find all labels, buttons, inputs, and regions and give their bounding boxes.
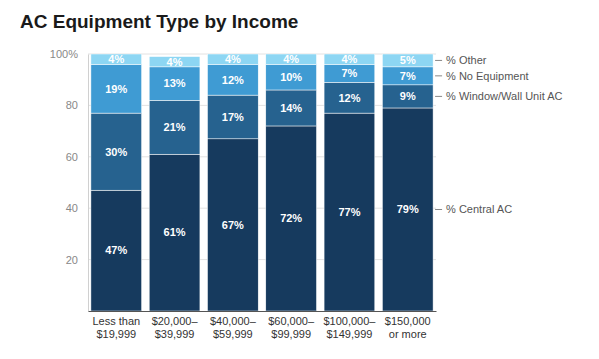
x-tick-label-line: $149,999 [326,328,372,340]
data-label: 4% [167,56,183,68]
legend-label: % Central AC [446,203,512,215]
chart-container: AC Equipment Type by Income 20 40 60 80 100% 4… [0,0,599,359]
x-tick-label-line: $60,000– [268,315,315,327]
bars [91,54,433,311]
data-label: 9% [400,90,416,102]
legend-leader [435,75,442,76]
bar-segment [207,64,258,95]
x-tick-label-line: $150,000 [385,315,431,327]
x-tick: $20,000–$39,999 [152,311,199,340]
y-tick: 60 [66,151,88,163]
x-axis-line [89,311,437,312]
x-tick: $60,000–$99,999 [268,311,315,340]
x-tick-label-line: Less than [92,315,140,327]
x-tick-label-line: $39,999 [155,328,195,340]
bar-segment [207,139,258,311]
y-tick-label: 100% [50,48,78,60]
bar-segment [91,190,142,311]
legend-label: % Window/Wall Unit AC [446,90,562,102]
bar-segment [324,82,375,113]
data-label: 47% [105,244,127,256]
x-tick-label-line: $40,000– [210,315,257,327]
y-tick-label: 60 [66,151,78,163]
y-axis-line [88,55,89,312]
data-label: 30% [105,146,127,158]
data-labels: 47% 61% 67% 72% 77% 79% 30% 21% 17% 14% 12% 9% 19% 13… [105,53,419,256]
data-label: 14% [280,102,302,114]
data-label: 77% [338,206,360,218]
x-tick: $40,000–$59,999 [210,311,257,340]
legend-label: % Other [446,54,487,66]
x-tick: $100,000–$149,999 [323,311,376,340]
y-tick: 80 [66,99,88,111]
data-label: 4% [225,53,241,65]
data-label: 12% [222,74,244,86]
x-tick-label-line: $100,000– [323,315,376,327]
x-tick-label: $20,000–$39,999 [152,315,199,340]
y-tick: 40 [66,202,88,214]
bar-segment [207,95,258,139]
bar-segment [266,126,317,311]
bar-segment [91,113,142,190]
chart-svg: AC Equipment Type by Income 20 40 60 80 100% 4… [0,0,599,359]
data-label: 4% [108,53,124,65]
x-tick-label-line: $59,999 [213,328,253,340]
data-label: 7% [341,67,357,79]
data-label: 13% [164,77,186,89]
data-label: 7% [400,70,416,82]
legend-leader [435,96,442,97]
bar-segment [382,67,433,85]
x-tick-label-line: or more [389,328,427,340]
legend-label: % No Equipment [446,70,529,82]
bar-segment [149,154,200,311]
bar-segment [149,67,200,100]
data-label: 79% [397,203,419,215]
bar-segment [324,64,375,82]
x-tick-label-line: $99,999 [271,328,311,340]
y-axis: 20 40 60 80 100% [50,48,89,311]
data-label: 12% [338,92,360,104]
legend: % Central AC % Window/Wall Unit AC % No Eq… [435,54,562,215]
x-tick-label: Less than$19,999 [92,315,140,340]
data-label: 72% [280,212,302,224]
data-label: 17% [222,111,244,123]
y-tick-label: 80 [66,99,78,111]
data-label: 61% [164,226,186,238]
bar-segment [266,64,317,90]
bar-segment [91,64,142,113]
bar-segment [324,113,375,311]
x-tick-label: $100,000–$149,999 [323,315,376,340]
data-label: 67% [222,219,244,231]
title: AC Equipment Type by Income [20,11,298,32]
bar-segment [382,108,433,311]
x-tick-label: $60,000–$99,999 [268,315,315,340]
legend-leader [435,60,442,61]
x-axis: Less than$19,999$20,000–$39,999$40,000–$… [89,311,437,340]
legend-leader [435,209,442,210]
x-tick-label-line: $20,000– [152,315,199,327]
x-tick: $150,000or more [385,311,431,340]
data-label: 5% [400,54,416,66]
data-label: 21% [164,121,186,133]
bar-segment [149,100,200,154]
y-tick: 100% [50,48,88,60]
x-tick-label-line: $19,999 [96,328,136,340]
bar-segment [382,85,433,108]
data-label: 4% [283,53,299,65]
y-tick: 20 [66,254,88,266]
data-label: 10% [280,71,302,83]
x-tick-label: $40,000–$59,999 [210,315,257,340]
data-label: 4% [341,53,357,65]
bar-segment [382,54,433,67]
y-tick-label: 20 [66,254,78,266]
x-tick-label: $150,000or more [385,315,431,340]
data-label: 19% [105,83,127,95]
x-tick: Less than$19,999 [92,311,140,340]
bar-segment [266,90,317,126]
y-tick-label: 40 [66,202,78,214]
